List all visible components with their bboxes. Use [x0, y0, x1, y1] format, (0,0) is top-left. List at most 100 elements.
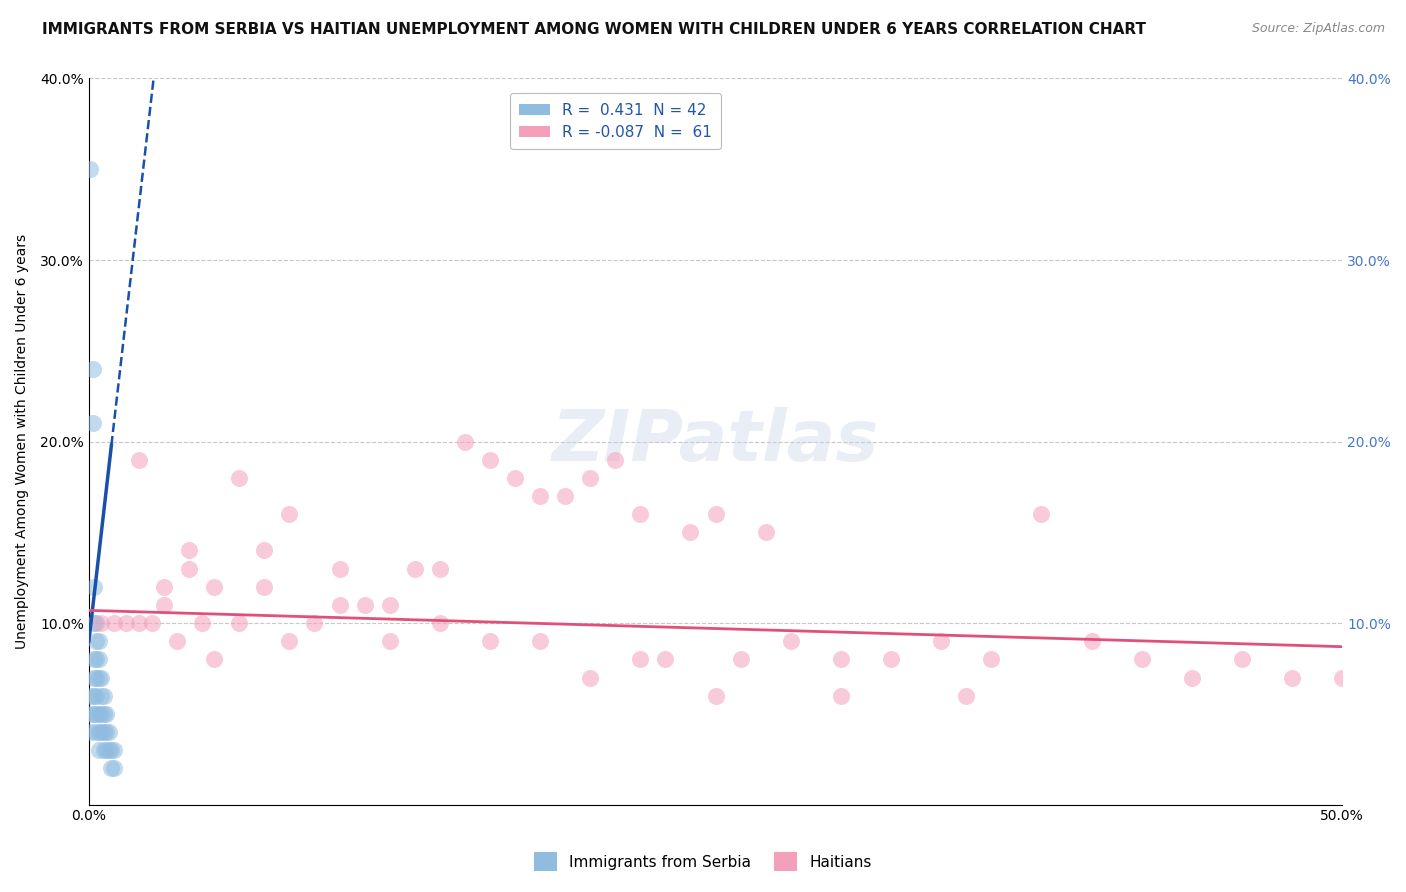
Point	[115, 616, 138, 631]
Point	[704, 507, 727, 521]
Point	[454, 434, 477, 449]
Point	[86, 706, 108, 721]
Point	[830, 652, 852, 666]
Point	[980, 652, 1002, 666]
Point	[80, 689, 103, 703]
Point	[304, 616, 326, 631]
Legend: Immigrants from Serbia, Haitians: Immigrants from Serbia, Haitians	[529, 847, 877, 877]
Point	[228, 471, 250, 485]
Point	[141, 616, 163, 631]
Point	[278, 507, 301, 521]
Point	[90, 706, 112, 721]
Point	[202, 652, 225, 666]
Point	[1331, 671, 1354, 685]
Point	[478, 634, 501, 648]
Point	[190, 616, 212, 631]
Point	[679, 525, 702, 540]
Point	[97, 725, 120, 739]
Point	[830, 689, 852, 703]
Legend: R =  0.431  N = 42, R = -0.087  N =  61: R = 0.431 N = 42, R = -0.087 N = 61	[510, 94, 721, 149]
Point	[179, 543, 201, 558]
Point	[100, 761, 122, 775]
Point	[529, 489, 551, 503]
Point	[278, 634, 301, 648]
Point	[579, 471, 602, 485]
Point	[103, 616, 125, 631]
Point	[87, 634, 110, 648]
Point	[86, 634, 108, 648]
Point	[86, 616, 108, 631]
Point	[1281, 671, 1303, 685]
Point	[529, 634, 551, 648]
Point	[87, 743, 110, 757]
Point	[554, 489, 576, 503]
Point	[153, 598, 176, 612]
Point	[83, 689, 105, 703]
Point	[1130, 652, 1153, 666]
Point	[1181, 671, 1204, 685]
Point	[128, 616, 150, 631]
Point	[90, 689, 112, 703]
Point	[93, 706, 115, 721]
Text: ZIPatlas: ZIPatlas	[553, 407, 879, 476]
Point	[503, 471, 526, 485]
Point	[86, 671, 108, 685]
Point	[353, 598, 375, 612]
Point	[90, 671, 112, 685]
Point	[1230, 652, 1253, 666]
Point	[97, 743, 120, 757]
Text: IMMIGRANTS FROM SERBIA VS HAITIAN UNEMPLOYMENT AMONG WOMEN WITH CHILDREN UNDER 6: IMMIGRANTS FROM SERBIA VS HAITIAN UNEMPL…	[42, 22, 1146, 37]
Point	[86, 652, 108, 666]
Point	[253, 543, 276, 558]
Point	[955, 689, 977, 703]
Point	[378, 598, 401, 612]
Point	[929, 634, 952, 648]
Point	[579, 671, 602, 685]
Point	[429, 561, 451, 575]
Point	[86, 689, 108, 703]
Point	[654, 652, 676, 666]
Point	[93, 689, 115, 703]
Point	[328, 598, 350, 612]
Point	[166, 634, 188, 648]
Point	[730, 652, 752, 666]
Point	[404, 561, 426, 575]
Point	[83, 652, 105, 666]
Point	[153, 580, 176, 594]
Point	[1031, 507, 1053, 521]
Point	[86, 725, 108, 739]
Point	[103, 743, 125, 757]
Point	[96, 706, 118, 721]
Point	[93, 743, 115, 757]
Point	[328, 561, 350, 575]
Point	[80, 706, 103, 721]
Point	[378, 634, 401, 648]
Point	[83, 616, 105, 631]
Point	[103, 761, 125, 775]
Point	[628, 652, 651, 666]
Point	[82, 417, 104, 431]
Point	[779, 634, 801, 648]
Point	[628, 507, 651, 521]
Point	[90, 616, 112, 631]
Point	[128, 452, 150, 467]
Point	[83, 706, 105, 721]
Point	[429, 616, 451, 631]
Point	[253, 580, 276, 594]
Point	[87, 652, 110, 666]
Point	[179, 561, 201, 575]
Point	[202, 580, 225, 594]
Point	[96, 743, 118, 757]
Point	[82, 362, 104, 376]
Point	[87, 706, 110, 721]
Point	[605, 452, 627, 467]
Point	[880, 652, 903, 666]
Point	[704, 689, 727, 703]
Point	[100, 743, 122, 757]
Point	[93, 725, 115, 739]
Point	[87, 671, 110, 685]
Point	[83, 580, 105, 594]
Point	[79, 162, 101, 177]
Point	[80, 725, 103, 739]
Y-axis label: Unemployment Among Women with Children Under 6 years: Unemployment Among Women with Children U…	[15, 234, 30, 649]
